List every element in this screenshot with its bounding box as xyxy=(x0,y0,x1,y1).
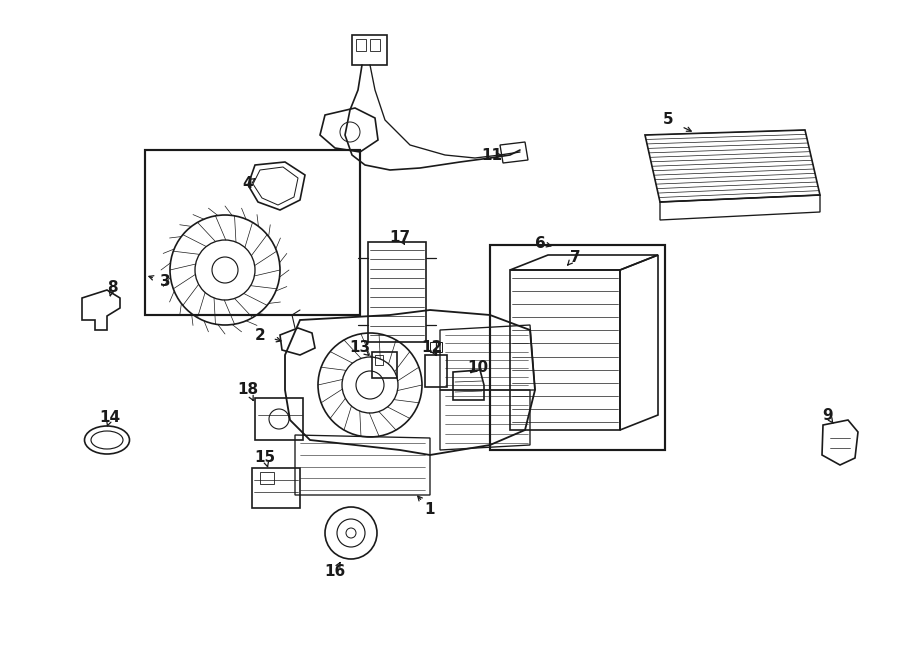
Text: 3: 3 xyxy=(159,274,170,290)
Bar xyxy=(430,342,442,352)
Text: 5: 5 xyxy=(662,112,673,128)
Text: 1: 1 xyxy=(425,502,436,518)
Bar xyxy=(370,39,380,51)
Text: 4: 4 xyxy=(243,176,253,190)
Bar xyxy=(352,35,387,65)
Text: 14: 14 xyxy=(99,410,121,426)
Bar xyxy=(372,352,397,378)
Bar xyxy=(260,472,274,484)
Bar xyxy=(375,355,383,365)
Text: 6: 6 xyxy=(535,235,545,251)
Text: 12: 12 xyxy=(421,340,443,356)
Text: 7: 7 xyxy=(570,249,580,264)
Text: 13: 13 xyxy=(349,340,371,356)
Text: 11: 11 xyxy=(482,147,502,163)
Text: 18: 18 xyxy=(238,383,258,397)
Bar xyxy=(425,355,447,387)
Bar xyxy=(356,39,366,51)
Text: 10: 10 xyxy=(467,360,489,375)
Text: 8: 8 xyxy=(107,280,117,295)
Text: 9: 9 xyxy=(823,408,833,424)
Text: 2: 2 xyxy=(255,327,266,342)
Text: 16: 16 xyxy=(324,564,346,580)
Bar xyxy=(255,398,303,440)
Text: 17: 17 xyxy=(390,231,410,245)
Bar xyxy=(368,242,426,342)
Bar xyxy=(490,245,665,450)
Bar xyxy=(252,468,300,508)
Bar xyxy=(145,150,360,315)
Text: 15: 15 xyxy=(255,451,275,465)
